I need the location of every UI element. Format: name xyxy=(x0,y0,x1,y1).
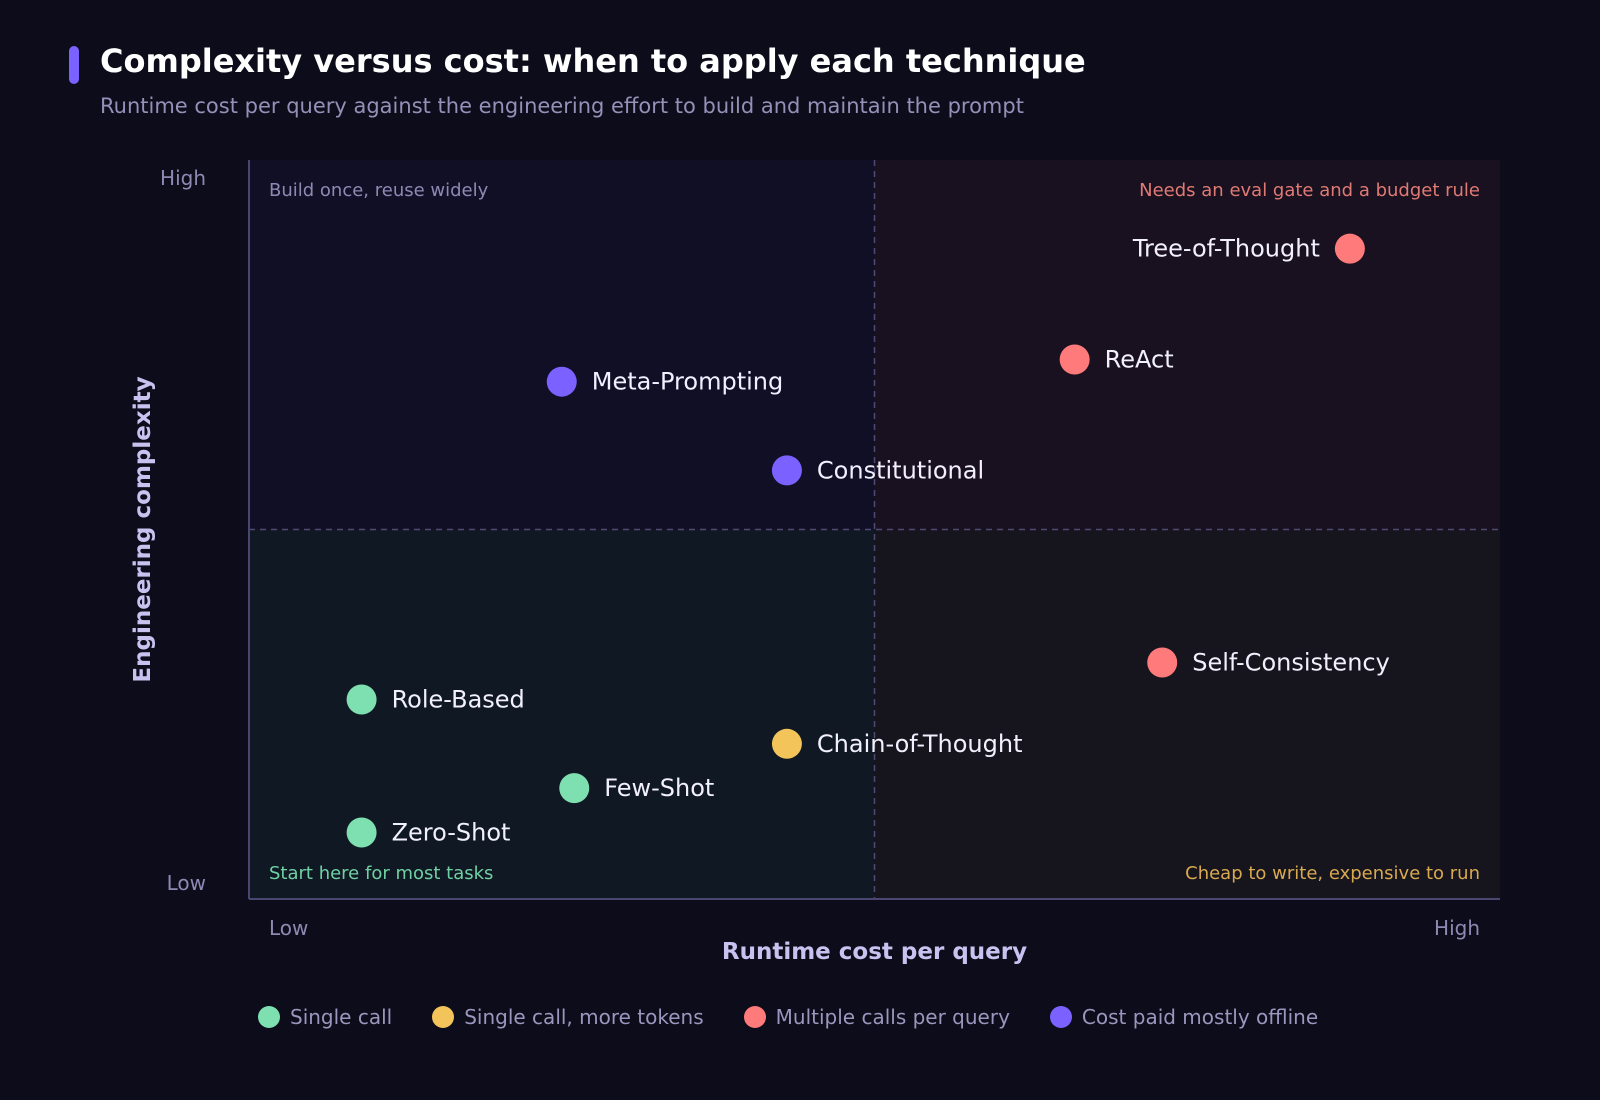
legend-label-single: Single call xyxy=(290,1005,393,1029)
point-label-few-shot: Few-Shot xyxy=(604,774,714,802)
legend-item-multi: Multiple calls per query xyxy=(743,1005,1010,1029)
legend-item-single: Single call xyxy=(258,1005,392,1029)
x-tick-label-low: Low xyxy=(269,916,308,940)
point-tree-of-thought xyxy=(1334,233,1365,264)
point-meta-prompting xyxy=(546,366,577,397)
point-label-zero-shot: Zero-Shot xyxy=(392,818,511,846)
quadrant-top-right xyxy=(874,160,1500,530)
x-tick-label-high: High xyxy=(1434,916,1480,940)
y-axis-title: Engineering complexity xyxy=(130,376,156,682)
legend-label-multi: Multiple calls per query xyxy=(775,1005,1010,1029)
quadrant-label-bottom-right: Cheap to write, expensive to run xyxy=(1185,863,1480,884)
legend-item-tokens: Single call, more tokens xyxy=(432,1005,704,1029)
point-react xyxy=(1059,344,1090,375)
quadrant-label-bottom-left: Start here for most tasks xyxy=(269,863,493,884)
legend-dot-multi xyxy=(743,1006,766,1028)
point-label-constitutional: Constitutional xyxy=(817,456,984,484)
point-label-self-consistency: Self-Consistency xyxy=(1192,649,1390,677)
quadrant-top-left xyxy=(249,160,875,530)
point-role-based xyxy=(346,684,377,715)
point-label-tree-of-thought: Tree-of-Thought xyxy=(1132,235,1320,263)
legend-dot-offline xyxy=(1049,1006,1072,1028)
title-accent-bar xyxy=(69,46,79,84)
legend-label-offline: Cost paid mostly offline xyxy=(1081,1005,1319,1029)
chart-subtitle: Runtime cost per query against the engin… xyxy=(100,94,1024,118)
quadrant-label-top-right: Needs an eval gate and a budget rule xyxy=(1139,180,1480,201)
point-chain-of-thought xyxy=(771,728,802,759)
quadrant-bottom-left xyxy=(249,529,875,899)
point-label-chain-of-thought: Chain-of-Thought xyxy=(817,730,1023,758)
legend-dot-single xyxy=(258,1006,280,1028)
quadrant-bottom-right xyxy=(874,529,1500,899)
point-label-role-based: Role-Based xyxy=(392,685,525,713)
point-self-consistency xyxy=(1147,647,1178,678)
y-tick-label-high: High xyxy=(160,166,206,190)
x-axis-title: Runtime cost per query xyxy=(722,939,1027,965)
legend: Single call Single call, more tokens Mul… xyxy=(258,1005,1358,1029)
legend-item-offline: Cost paid mostly offline xyxy=(1049,1005,1319,1029)
point-constitutional xyxy=(771,455,802,486)
chart-title: Complexity versus cost: when to apply ea… xyxy=(100,42,1086,80)
y-tick-label-low: Low xyxy=(167,871,206,895)
point-few-shot xyxy=(559,773,590,804)
point-zero-shot xyxy=(346,817,377,848)
point-label-meta-prompting: Meta-Prompting xyxy=(592,368,783,396)
quadrant-label-top-left: Build once, reuse widely xyxy=(269,180,489,201)
legend-label-tokens: Single call, more tokens xyxy=(464,1005,704,1029)
point-label-react: ReAct xyxy=(1105,346,1174,374)
legend-dot-tokens xyxy=(432,1006,455,1028)
